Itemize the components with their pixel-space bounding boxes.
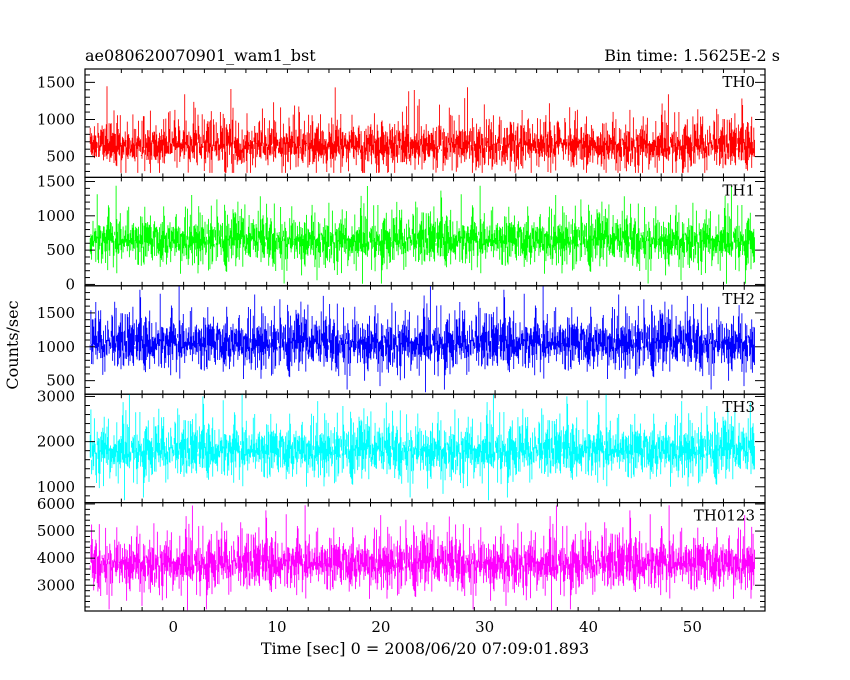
panel-label: TH0 [722, 73, 755, 91]
y-tick-label: 6000 [37, 495, 75, 513]
y-tick-label: 1000 [37, 110, 75, 128]
series-th1-line [89, 185, 755, 284]
panel-label: TH0123 [694, 507, 755, 525]
series-th3-line [89, 394, 755, 501]
y-tick-label: 1500 [37, 304, 75, 322]
y-axis-label: Counts/sec [3, 300, 22, 389]
y-tick-label: 2000 [37, 433, 75, 451]
x-axis: 0 10 20 30 40 50 [168, 618, 701, 636]
y-tick-label: 3000 [37, 576, 75, 594]
panel-label: TH2 [722, 290, 755, 308]
series-th0-line [89, 86, 755, 173]
y-tick-label: 500 [46, 241, 75, 259]
x-tick-label: 20 [371, 618, 390, 636]
panel-frame [84, 176, 766, 287]
panel-th0: 500 1000 1500 TH0 [37, 68, 766, 179]
x-tick-label: 0 [168, 618, 178, 636]
series-th0123-line [89, 505, 755, 611]
y-tick-label: 500 [46, 372, 75, 390]
y-tick-label: 1000 [37, 338, 75, 356]
panel-th3: 1000 2000 3000 TH3 [37, 387, 766, 504]
panel-th1: 0 500 1000 1500 TH1 [37, 173, 766, 293]
x-tick-label: 50 [683, 618, 702, 636]
x-axis-label: Time [sec] 0 = 2008/06/20 07:09:01.893 [261, 639, 589, 658]
panels-group: 500 1000 1500 TH0 0 500 1000 1500 TH1 500 1000 1500… [37, 68, 766, 612]
y-tick-label: 3000 [37, 387, 75, 405]
y-tick-label: 1500 [37, 173, 75, 191]
x-tick-label: 10 [268, 618, 287, 636]
y-tick-label: 1000 [37, 207, 75, 225]
panel-th0123: 3000 4000 5000 6000 TH0123 [37, 495, 766, 612]
y-tick-label: 1000 [37, 478, 75, 496]
y-tick-label: 1500 [37, 73, 75, 91]
bin-time-label: Bin time: 1.5625E-2 s [604, 46, 780, 65]
y-tick-label: 0 [65, 275, 75, 293]
panel-label: TH3 [722, 398, 755, 416]
panel-label: TH1 [722, 181, 755, 199]
y-tick-label: 5000 [37, 522, 75, 540]
series-th2-line [89, 285, 755, 393]
panel-th2: 500 1000 1500 TH2 [37, 285, 766, 395]
y-tick-label: 500 [46, 148, 75, 166]
y-tick-label: 4000 [37, 549, 75, 567]
x-tick-label: 30 [475, 618, 494, 636]
chart-title: ae080620070901_wam1_bst [85, 46, 316, 65]
panel-frame [84, 502, 766, 612]
x-tick-label: 40 [579, 618, 598, 636]
